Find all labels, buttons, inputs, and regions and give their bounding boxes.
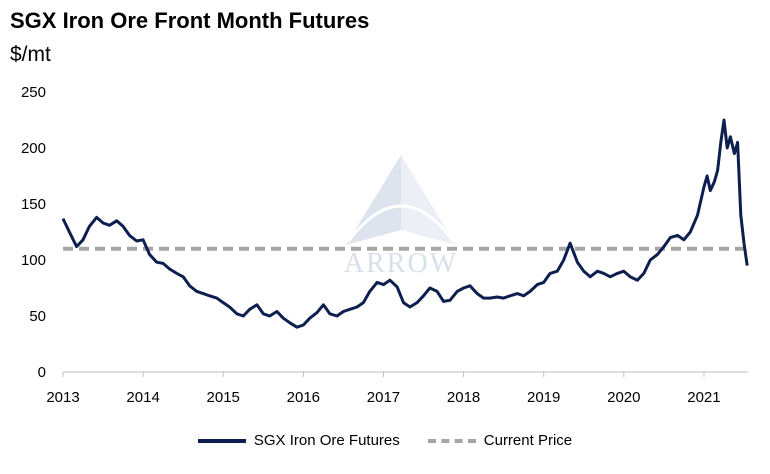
y-tick-label: 250 [21,84,46,101]
y-axis-ticks: 0 50 100 150 200 250 [21,84,46,381]
x-tick-label: 2020 [607,389,640,406]
chart-title: SGX Iron Ore Front Month Futures [10,8,370,33]
x-tick-label: 2017 [367,389,400,406]
x-axis-ticks: 2013 2014 2015 2016 2017 2018 2019 2020 2021 [46,372,721,406]
legend-label-series: SGX Iron Ore Futures [253,432,400,449]
iron-ore-futures-line [61,118,749,329]
legend-label-current-price: Current Price [483,432,573,449]
legend-swatch-dashed [427,438,476,443]
y-tick-label: 150 [21,196,46,213]
y-tick-label: 200 [21,140,46,157]
arrow-watermark-logo: ARROW [336,150,466,280]
y-tick-label: 100 [21,252,46,269]
legend-item-series: SGX Iron Ore Futures [197,432,400,449]
x-tick-label: 2019 [527,389,560,406]
legend-item-current-price: Current Price [427,432,573,449]
y-tick-label: 50 [29,308,46,325]
y-tick-label: 0 [38,364,46,381]
x-tick-label: 2021 [687,389,720,406]
chart-unit-label: $/mt [10,43,51,66]
watermark-text: ARROW [343,248,459,279]
legend: SGX Iron Ore Futures Current Price [0,432,770,449]
x-tick-label: 2015 [207,389,240,406]
arrow-mountain-icon [346,155,456,245]
series-layer [61,118,749,329]
x-tick-label: 2018 [447,389,480,406]
x-tick-label: 2014 [126,389,159,406]
legend-swatch-solid [197,438,246,443]
x-tick-label: 2013 [46,389,79,406]
x-tick-label: 2016 [287,389,320,406]
